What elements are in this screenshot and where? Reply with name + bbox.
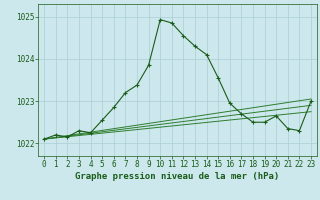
- X-axis label: Graphe pression niveau de la mer (hPa): Graphe pression niveau de la mer (hPa): [76, 172, 280, 181]
